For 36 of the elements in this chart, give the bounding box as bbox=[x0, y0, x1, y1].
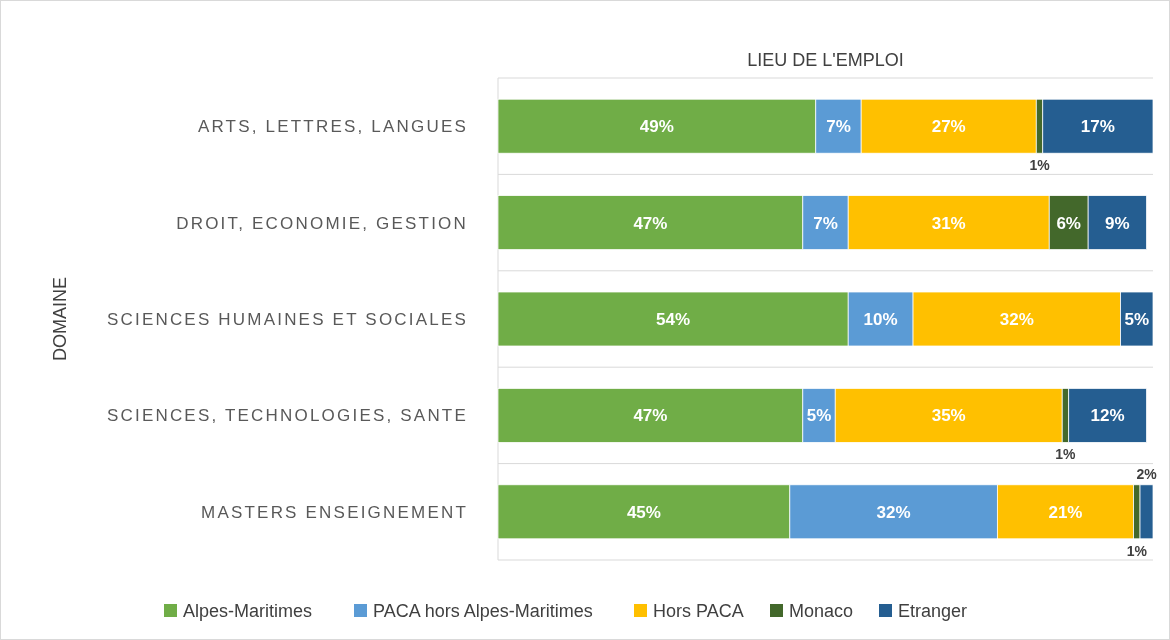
data-label: 49% bbox=[639, 117, 674, 137]
data-label: 45% bbox=[626, 502, 661, 522]
data-label: 47% bbox=[633, 406, 668, 426]
data-label: 5% bbox=[1124, 309, 1150, 329]
legend-label: Etranger bbox=[898, 601, 968, 622]
data-label: 32% bbox=[999, 309, 1034, 329]
y-tick-label: ARTS, LETTRES, LANGUES bbox=[197, 117, 468, 137]
data-label: 10% bbox=[863, 309, 898, 329]
data-label: 7% bbox=[813, 213, 838, 233]
legend-label: PACA hors Alpes-Maritimes bbox=[373, 601, 593, 622]
data-label: 35% bbox=[931, 406, 966, 426]
data-label: 54% bbox=[656, 309, 691, 329]
y-tick-label: SCIENCES HUMAINES ET SOCIALES bbox=[106, 309, 468, 329]
chart-title: LIEU DE L'EMPLOI bbox=[747, 50, 904, 70]
data-label: 2% bbox=[1136, 465, 1158, 482]
data-label: 31% bbox=[931, 213, 966, 233]
legend-label: Monaco bbox=[789, 601, 854, 622]
y-axis-title: DOMAINE bbox=[50, 276, 70, 362]
data-label: 6% bbox=[1056, 213, 1081, 233]
y-tick-label: MASTERS ENSEIGNEMENT bbox=[201, 502, 468, 522]
data-label: 5% bbox=[806, 406, 832, 426]
data-label: 21% bbox=[1048, 502, 1083, 522]
data-label: 27% bbox=[931, 117, 966, 137]
legend-label: Alpes-Maritimes bbox=[183, 601, 313, 622]
data-label: 9% bbox=[1105, 213, 1130, 233]
data-label: 1% bbox=[1126, 542, 1148, 559]
y-tick-label: DROIT, ECONOMIE, GESTION bbox=[176, 213, 468, 233]
data-label: 17% bbox=[1080, 117, 1115, 137]
y-tick-label: SCIENCES, TECHNOLOGIES, SANTE bbox=[106, 406, 468, 426]
data-label: 1% bbox=[1029, 157, 1051, 174]
legend-label: Hors PACA bbox=[653, 601, 744, 622]
data-label: 7% bbox=[826, 117, 851, 137]
data-label: 32% bbox=[876, 502, 911, 522]
data-label: 47% bbox=[633, 213, 668, 233]
data-label: 12% bbox=[1090, 406, 1125, 426]
data-label: 1% bbox=[1055, 446, 1077, 463]
